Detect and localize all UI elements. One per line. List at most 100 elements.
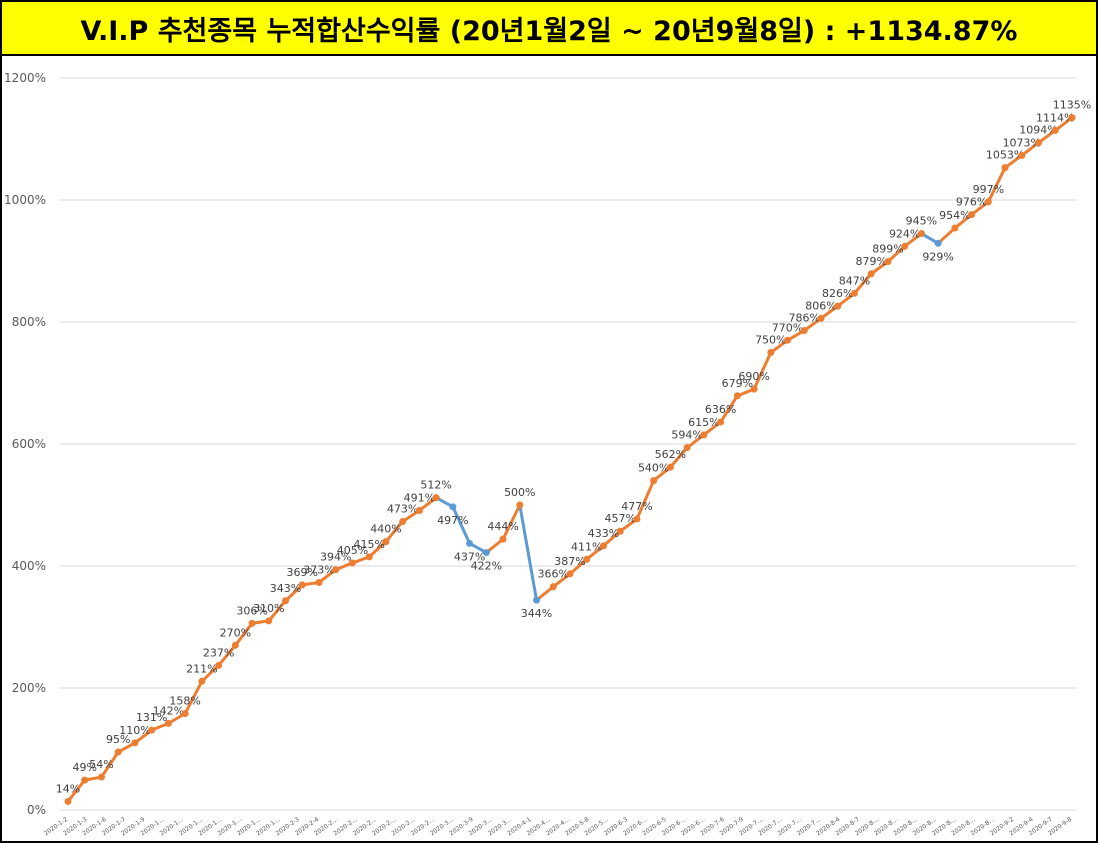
series-line-segment <box>601 529 622 548</box>
data-label: 95% <box>106 733 130 746</box>
series-line-segment <box>652 465 672 483</box>
data-point <box>482 549 490 557</box>
data-label: 924% <box>889 227 920 240</box>
data-point <box>850 289 858 297</box>
series-line-segment <box>284 583 304 603</box>
data-point <box>616 527 624 535</box>
data-label: 369% <box>287 566 318 579</box>
y-tick-label: 1200% <box>4 71 46 85</box>
data-label: 497% <box>437 514 468 527</box>
data-label: 387% <box>554 555 585 568</box>
y-tick-label: 1000% <box>4 193 46 207</box>
data-label: 899% <box>872 243 903 256</box>
data-point <box>298 581 306 589</box>
data-label: 49% <box>73 761 97 774</box>
series-line-segment <box>752 351 773 391</box>
chart-title: V.I.P 추천종목 누적합산수익률 (20년1월2일 ~ 20년9월8일) :… <box>0 0 1098 56</box>
data-point <box>733 392 741 400</box>
data-label: 615% <box>688 416 719 429</box>
data-label: 997% <box>973 183 1004 196</box>
data-point <box>432 494 440 502</box>
data-point <box>666 463 674 471</box>
data-point <box>934 239 942 247</box>
data-label: 422% <box>471 560 502 573</box>
y-tick-label: 200% <box>12 681 46 695</box>
data-label: 1135% <box>1053 99 1091 112</box>
data-label: 433% <box>588 527 619 540</box>
data-point <box>332 566 340 574</box>
data-point <box>867 270 875 278</box>
data-point <box>549 583 557 591</box>
data-point <box>650 477 658 485</box>
data-point <box>884 258 892 266</box>
series-line-segment <box>384 519 405 544</box>
data-point <box>64 797 72 805</box>
series-line-segment <box>535 585 555 602</box>
data-label: 211% <box>186 662 217 675</box>
data-label: 373% <box>303 563 334 576</box>
series-line-segment <box>668 446 689 469</box>
data-label: 131% <box>136 711 167 724</box>
data-point <box>499 535 507 543</box>
data-label: 929% <box>922 250 953 263</box>
data-point <box>817 314 825 322</box>
data-label: 770% <box>772 321 803 334</box>
data-label: 344% <box>521 607 552 620</box>
series-line-segment <box>66 778 87 803</box>
data-point <box>265 617 273 625</box>
data-point <box>784 336 792 344</box>
data-label: 1053% <box>986 149 1024 162</box>
data-point <box>583 555 591 563</box>
data-label: 750% <box>755 334 786 347</box>
data-point <box>1035 139 1043 147</box>
data-label: 158% <box>169 695 200 708</box>
series-line-segment <box>501 503 522 541</box>
data-point <box>968 211 976 219</box>
series-line-segment <box>317 568 338 584</box>
data-label: 847% <box>839 274 870 287</box>
data-label: 411% <box>571 540 602 553</box>
data-label: 690% <box>738 370 769 383</box>
data-point <box>164 719 172 727</box>
data-label: 1094% <box>1019 124 1057 137</box>
data-label: 310% <box>253 602 284 615</box>
data-point <box>951 224 959 232</box>
data-point <box>131 739 139 747</box>
series-line-segment <box>852 272 873 295</box>
data-point <box>198 677 206 685</box>
series-line-segment <box>568 557 589 576</box>
data-label: 1114% <box>1036 111 1074 124</box>
data-label: 500% <box>504 486 535 499</box>
y-tick-label: 800% <box>12 315 46 329</box>
data-label: 786% <box>789 312 820 325</box>
series-line-segment <box>836 291 856 308</box>
data-label: 976% <box>956 196 987 209</box>
data-point <box>1018 151 1026 159</box>
series-line-segment <box>936 226 957 245</box>
data-point <box>415 506 423 514</box>
data-point <box>315 578 323 586</box>
series-line-segment <box>99 750 120 779</box>
data-label: 1073% <box>1003 136 1041 149</box>
data-label: 636% <box>705 403 736 416</box>
series-line-segment <box>1053 116 1074 132</box>
data-point <box>683 444 691 452</box>
data-point <box>516 501 524 509</box>
data-point <box>599 542 607 550</box>
series-line-segment <box>685 433 706 450</box>
data-point <box>1051 126 1059 134</box>
data-point <box>97 773 105 781</box>
series-line-segment <box>367 540 388 559</box>
y-tick-label: 600% <box>12 437 46 451</box>
data-point <box>767 349 775 356</box>
data-label: 491% <box>404 491 435 504</box>
data-point <box>917 230 925 238</box>
data-label: 954% <box>939 209 970 222</box>
data-point <box>148 726 156 734</box>
series-line-segment <box>1020 141 1041 157</box>
data-point <box>466 539 474 547</box>
data-point <box>231 641 239 649</box>
data-label: 945% <box>906 215 937 228</box>
data-label: 473% <box>387 502 418 515</box>
data-point <box>834 302 842 310</box>
